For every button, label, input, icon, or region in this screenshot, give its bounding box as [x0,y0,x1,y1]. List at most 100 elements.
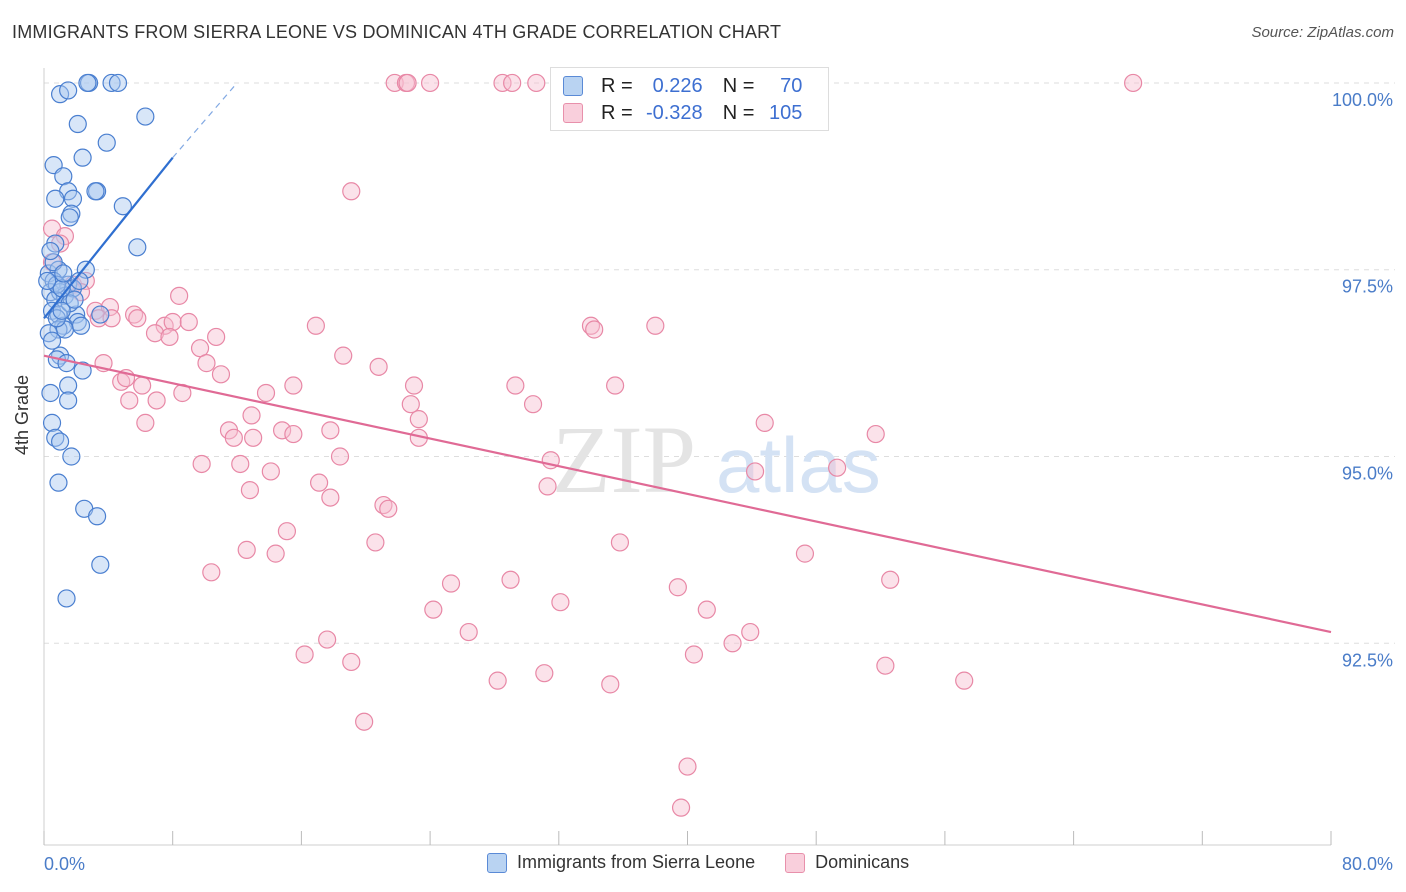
legend-r-label: R = [601,101,633,124]
sierra-leone-point [62,447,81,466]
sierra-leone-point [57,589,76,608]
dominicans-point [242,406,261,425]
sierra-leone-point [108,73,128,93]
dominicans-point [321,488,340,507]
dominicans-point [404,376,424,395]
dominicans-point [342,652,361,672]
sierra-leone-point [60,208,79,227]
axes [43,68,1332,846]
legend-r-label: R = [601,74,633,97]
dominicans-point [585,320,604,339]
legend-r-value: -0.328 [645,101,703,124]
dominicans-point [231,454,250,474]
dominicans-point [202,563,221,582]
dominicans-point [421,73,440,93]
dominicans-point [488,671,507,690]
sierra-leone-point [91,555,110,574]
dominicans-point [366,533,385,552]
dominicans-point [133,376,152,395]
sierra-leone-point [42,413,62,432]
blue-swatch [563,76,583,96]
series-legend: Immigrants from Sierra Leone Dominicans [487,852,939,873]
dominicans-point [330,447,350,466]
watermark: ZIP atlas [552,406,881,513]
dominicans-point [601,675,620,694]
dominicans-point [244,428,263,447]
dominicans-point [160,327,179,347]
dominicans-point [668,578,687,597]
legend-n-label: N = [722,74,755,97]
dominicans-point [147,391,166,410]
legend-n-value: 105 [769,101,803,124]
legend-label: Immigrants from Sierra Leone [517,852,756,872]
dominicans-point [120,391,139,410]
legend-item-sierra-leone[interactable]: Immigrants from Sierra Leone [487,852,755,873]
dominicans-point [192,454,211,474]
dominicans-point [102,309,121,328]
dominicans-point [409,410,428,429]
sierra-leone-trend-extension [172,82,238,159]
pink-swatch [785,852,806,873]
sierra-leone-point [65,290,84,309]
legend-row-dominicans: R = -0.328 N = 105 [563,101,802,125]
dominicans-point [369,357,388,376]
dominicans-point [741,622,760,642]
x-tick-label: 0.0% [44,854,85,874]
sierra-leone-point [128,238,147,257]
dominicans-point [503,73,522,93]
blue-swatch [487,852,507,873]
sierra-leone-point [59,376,78,395]
dominicans-trend-line [43,354,1332,634]
y-tick-label: 92.5% [1342,650,1393,670]
dominicans-point [828,458,847,477]
sierra-leone-point [71,316,91,335]
dominicans-point [881,570,900,589]
dominicans-point [261,462,280,481]
legend-item-dominicans[interactable]: Dominicans [785,852,909,873]
sierra-leone-point [68,114,87,134]
dominicans-point [723,634,742,653]
sierra-leone-point [136,107,155,126]
dominicans-points [42,73,1143,817]
dominicans-point [277,522,297,541]
pink-swatch [563,103,583,123]
dominicans-point [501,570,520,589]
sierra-leone-point [63,189,83,208]
dominicans-point [318,630,337,649]
dominicans-point [207,327,226,347]
dominicans-point [441,574,461,593]
dominicans-point [128,309,147,328]
dominicans-point [795,544,815,563]
dominicans-point [606,376,625,395]
correlation-legend: R = 0.226 N = 70 R = -0.328 N = 105 [550,67,829,131]
dominicans-point [538,477,557,496]
dominicans-point [295,645,314,664]
watermark-zip: ZIP [552,406,696,513]
dominicans-point [163,312,182,332]
dominicans-point [309,473,329,492]
sierra-leone-point [67,305,86,324]
legend-n-label: N = [722,101,755,124]
dominicans-point [266,544,285,563]
sierra-leone-point [76,260,95,279]
dominicans-point [866,424,885,444]
dominicans-point [506,376,525,395]
dominicans-point [493,73,512,93]
dominicans-point [610,533,630,552]
trend-lines [43,82,1332,634]
dominicans-point [684,645,704,664]
dominicans-point [334,346,353,365]
sierra-leone-trend-line [43,156,174,319]
dominicans-point [551,593,570,612]
dominicans-point [355,712,374,731]
dominicans-point [272,421,292,440]
dominicans-point [955,671,974,690]
chart-title: IMMIGRANTS FROM SIERRA LEONE VS DOMINICA… [12,22,782,42]
dominicans-point [527,73,546,93]
dominicans-point [745,462,765,481]
sierra-leone-point [49,473,68,492]
dominicans-point [876,656,895,675]
dominicans-point [398,73,417,93]
legend-label: Dominicans [815,852,910,872]
